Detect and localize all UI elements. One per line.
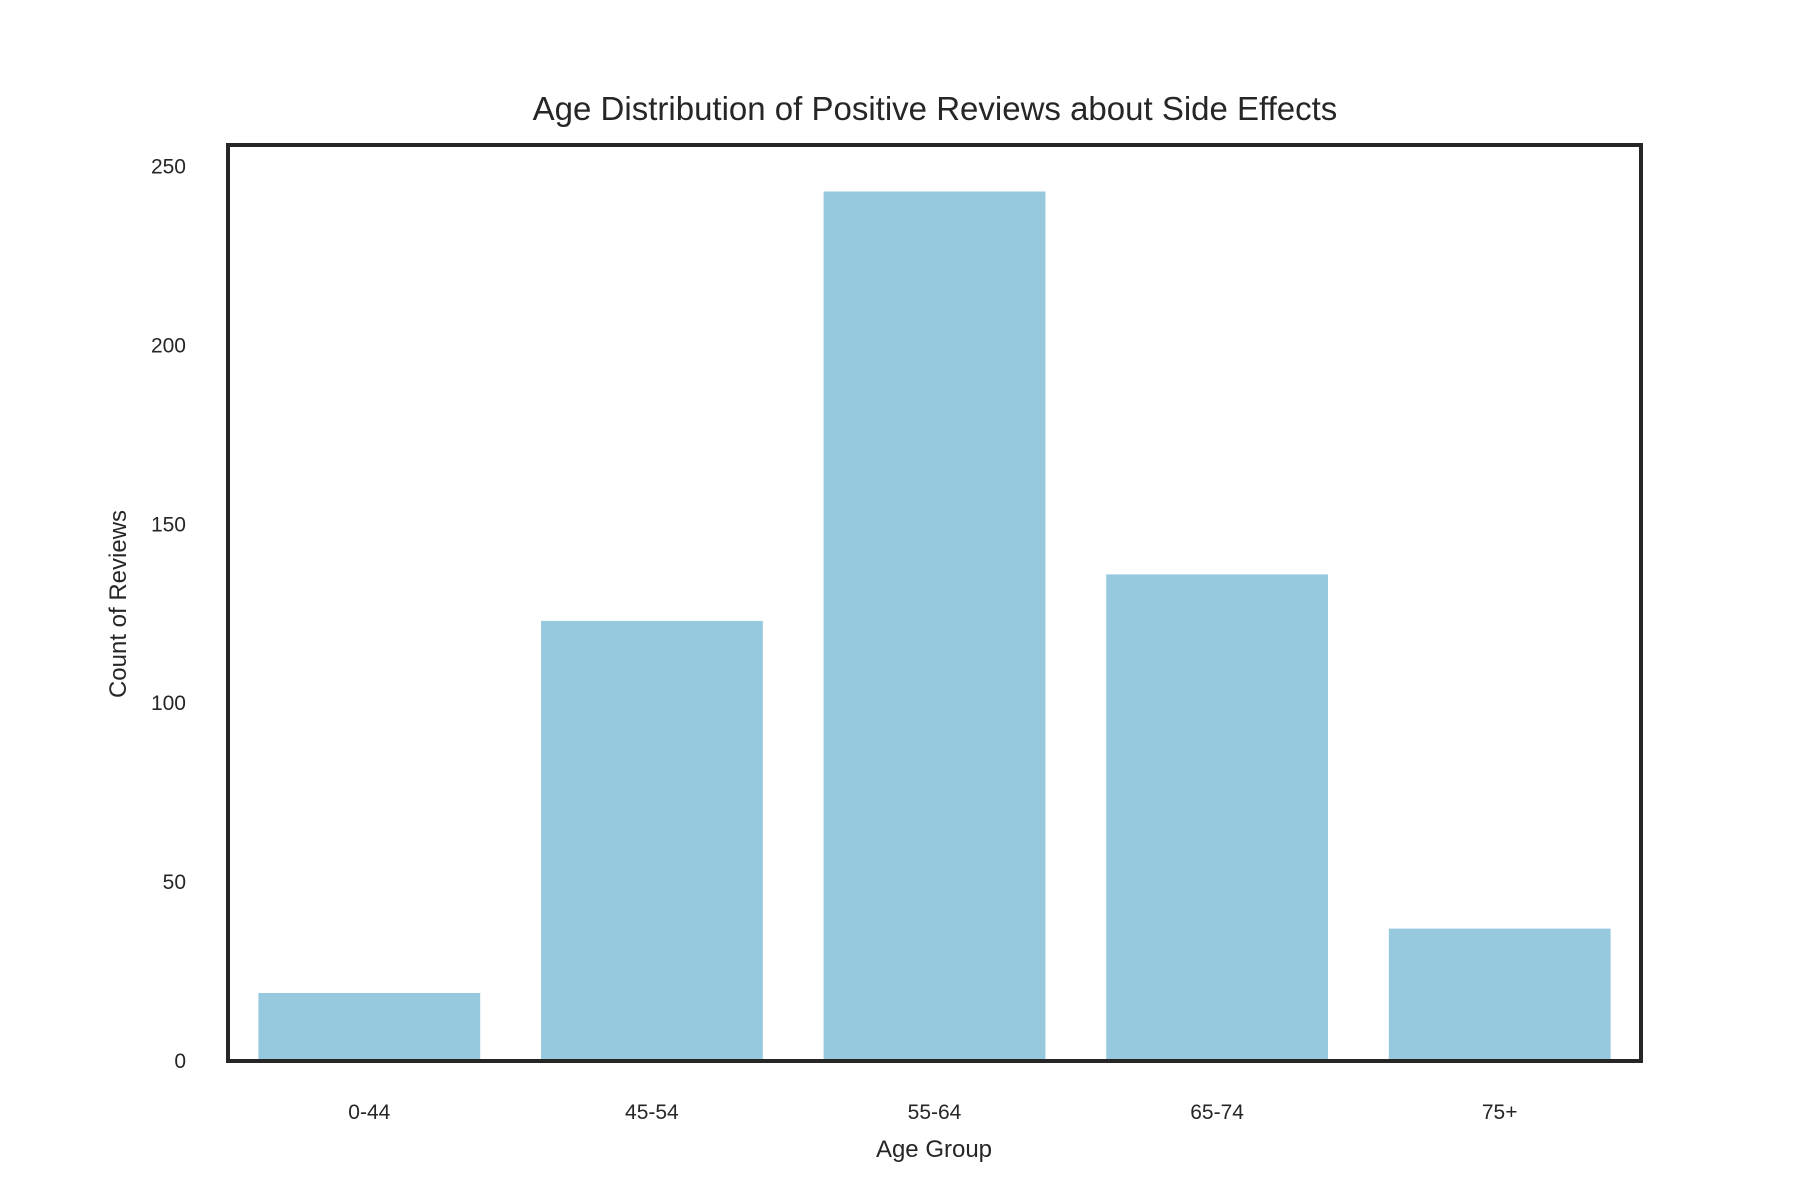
chart-title: Age Distribution of Positive Reviews abo…	[533, 90, 1338, 127]
y-tick-label: 50	[163, 871, 186, 894]
bar-55-64	[823, 191, 1046, 1061]
y-tick-label: 200	[151, 334, 186, 357]
x-tick-label: 75+	[1482, 1101, 1518, 1124]
y-tick-label: 150	[151, 513, 186, 536]
bar-0-44	[258, 993, 481, 1061]
bar-65-74	[1106, 574, 1328, 1061]
bar-45-54	[541, 620, 763, 1061]
x-tick-label: 45-54	[625, 1101, 679, 1124]
x-axis-ticks: 0-44 45-54 55-64 65-74 75+	[348, 1101, 1517, 1124]
bars-group	[258, 191, 1611, 1061]
x-tick-label: 55-64	[908, 1101, 962, 1124]
y-tick-label: 100	[151, 692, 186, 715]
plot-frame	[226, 143, 1643, 1063]
y-axis-label: Count of Reviews	[105, 510, 132, 698]
x-axis-label: Age Group	[876, 1136, 992, 1163]
y-tick-label: 250	[151, 156, 186, 179]
y-tick-label: 0	[174, 1050, 186, 1073]
x-tick-label: 0-44	[348, 1101, 390, 1124]
bar-75+	[1388, 928, 1611, 1061]
y-axis-ticks: 0 50 100 150 200 250	[151, 156, 186, 1074]
x-tick-label: 65-74	[1190, 1101, 1244, 1124]
